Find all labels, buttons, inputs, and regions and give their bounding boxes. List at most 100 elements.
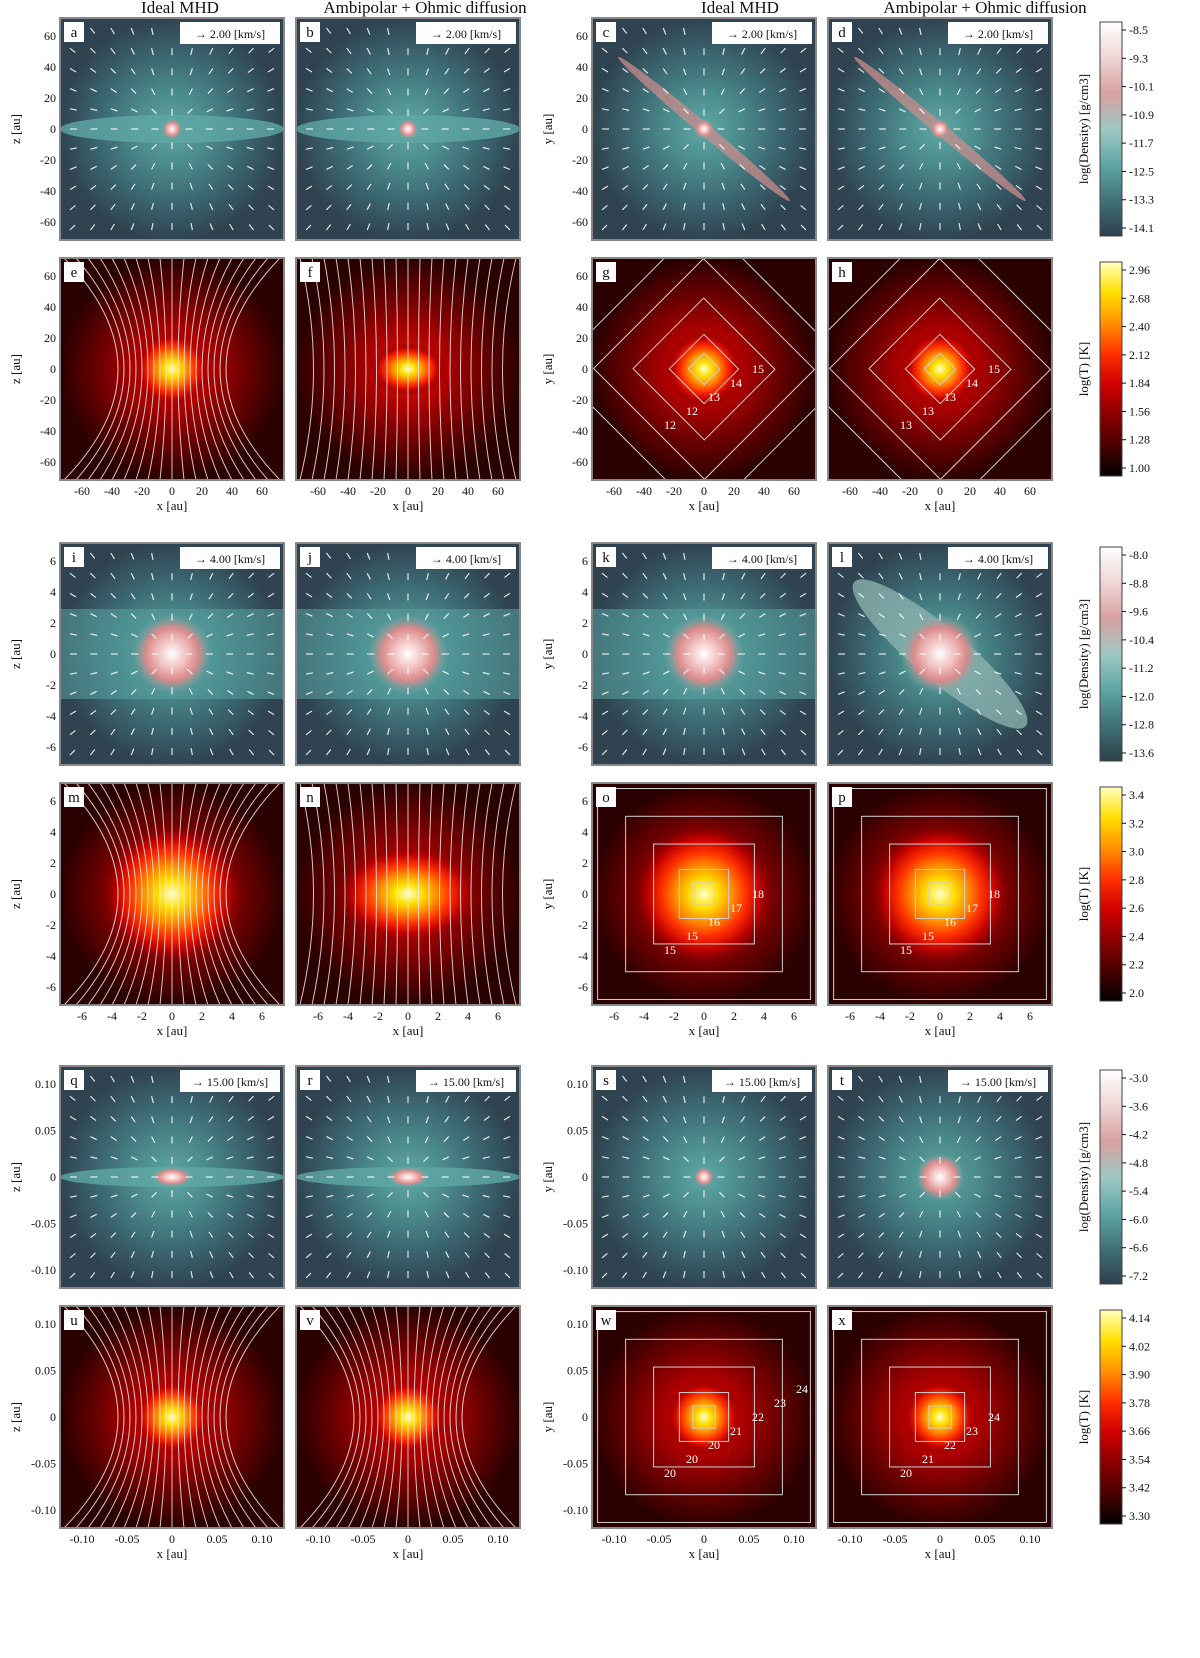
velocity-arrow <box>463 88 470 93</box>
velocity-arrow <box>601 691 609 695</box>
velocity-arrow <box>642 223 647 231</box>
velocity-arrow <box>267 67 275 73</box>
velocity-arrow <box>919 48 922 56</box>
velocity-arrow <box>837 166 845 170</box>
velocity-arrow <box>484 224 491 231</box>
temperature-contour <box>632 297 776 441</box>
velocity-arrow <box>346 1251 352 1259</box>
field-line <box>195 1306 221 1528</box>
velocity-arrow <box>683 68 687 76</box>
colorbar-tick-label: -4.8 <box>1129 1156 1148 1170</box>
velocity-arrow <box>779 613 786 618</box>
velocity-arrow <box>228 1251 234 1259</box>
velocity-arrow <box>662 27 667 35</box>
colorbar-tick-label: -4.2 <box>1129 1128 1148 1142</box>
velocity-arrow <box>800 204 807 211</box>
velocity-arrow <box>464 1095 470 1103</box>
velocity-arrow <box>188 1136 193 1144</box>
field-line <box>371 258 377 480</box>
velocity-arrow <box>325 224 332 231</box>
velocity-arrow <box>622 1213 629 1218</box>
temperature-contour <box>914 869 966 919</box>
velocity-arrow <box>799 1136 807 1140</box>
x-axis-label: x [au] <box>157 1023 188 1038</box>
velocity-arrow <box>1035 613 1043 617</box>
colorbar-tick-label: 3.78 <box>1129 1396 1150 1410</box>
velocity-arrow <box>90 67 97 74</box>
velocity-arrow <box>857 1272 864 1279</box>
panel-frame <box>827 17 1053 241</box>
y-tick-label: -20 <box>40 153 56 167</box>
field-line <box>311 1306 361 1528</box>
panel-letter-box <box>832 262 852 282</box>
velocity-arrow <box>994 671 1002 675</box>
velocity-arrow <box>837 729 844 736</box>
velocity-arrow <box>151 48 154 56</box>
velocity-arrow <box>227 184 234 191</box>
velocity-arrow <box>662 593 668 600</box>
velocity-arrow <box>799 633 807 636</box>
velocity-arrow <box>267 613 275 617</box>
velocity-arrow <box>227 613 234 618</box>
velocity-arrow <box>69 1272 76 1279</box>
velocity-arrow <box>622 67 629 74</box>
velocity-arrow <box>462 671 470 675</box>
velocity-arrow <box>995 592 1002 599</box>
field-line <box>195 783 221 1005</box>
velocity-arrow <box>642 671 650 675</box>
y-tick-label: 0 <box>50 1410 56 1424</box>
velocity-arrow <box>898 1231 904 1238</box>
velocity-arrow <box>445 1095 450 1103</box>
panel-letter: r <box>308 1073 313 1089</box>
velocity-arrow <box>325 1272 332 1279</box>
field-line <box>189 783 209 1005</box>
velocity-arrow <box>366 1136 373 1142</box>
velocity-arrow <box>247 1232 254 1239</box>
velocity-arrow <box>683 162 688 170</box>
velocity-arrow <box>837 691 845 695</box>
velocity-arrow <box>463 184 470 191</box>
velocity-arrow <box>206 1193 214 1198</box>
velocity-arrow <box>247 1213 254 1218</box>
velocity-arrow <box>346 592 353 599</box>
field-line <box>481 258 493 480</box>
velocity-arrow <box>366 1156 374 1161</box>
x-axis-label: x [au] <box>393 1023 424 1038</box>
velocity-arrow <box>90 184 97 191</box>
velocity-arrow <box>444 708 450 715</box>
field-line <box>135 258 155 480</box>
velocity-arrow <box>739 164 746 170</box>
velocity-arrow <box>190 727 193 735</box>
contour-label: 12 <box>664 418 676 432</box>
field-line <box>418 783 421 1005</box>
velocity-arrow <box>483 592 490 599</box>
velocity-arrow <box>187 633 193 640</box>
x-tick-label: -0.10 <box>306 1532 331 1546</box>
velocity-arrow <box>110 633 118 637</box>
panel-b: b → 2.00 [km/s] <box>295 17 521 241</box>
velocity-arrow <box>326 690 333 695</box>
velocity-arrow <box>442 108 450 113</box>
velocity-arrow <box>190 573 193 581</box>
velocity-arrow <box>346 1156 354 1160</box>
panel-letter-box <box>64 1310 84 1330</box>
colorbar-1: -8.5-9.3-10.1-10.9-11.7-12.5-13.3-14.1lo… <box>1076 21 1154 237</box>
velocity-arrow <box>305 1095 312 1102</box>
velocity-arrow <box>503 672 511 675</box>
panel-letter-box <box>300 22 320 42</box>
velocity-arrow <box>662 1231 668 1238</box>
x-tick-label: 4 <box>997 1009 1003 1023</box>
velocity-arrow <box>110 1095 116 1103</box>
density-core <box>916 1153 964 1201</box>
velocity-arrow <box>227 1115 234 1122</box>
velocity-arrow <box>994 633 1002 637</box>
velocity-arrow <box>190 1271 193 1279</box>
x-axis-label: x [au] <box>689 1023 720 1038</box>
velocity-arrow <box>305 108 313 111</box>
velocity-arrow <box>741 728 746 736</box>
velocity-arrow <box>976 708 982 715</box>
field-line <box>201 783 233 1005</box>
colorbar-tick-label: -10.4 <box>1129 633 1154 647</box>
velocity-arrow <box>898 108 906 113</box>
velocity-arrow <box>346 633 354 637</box>
